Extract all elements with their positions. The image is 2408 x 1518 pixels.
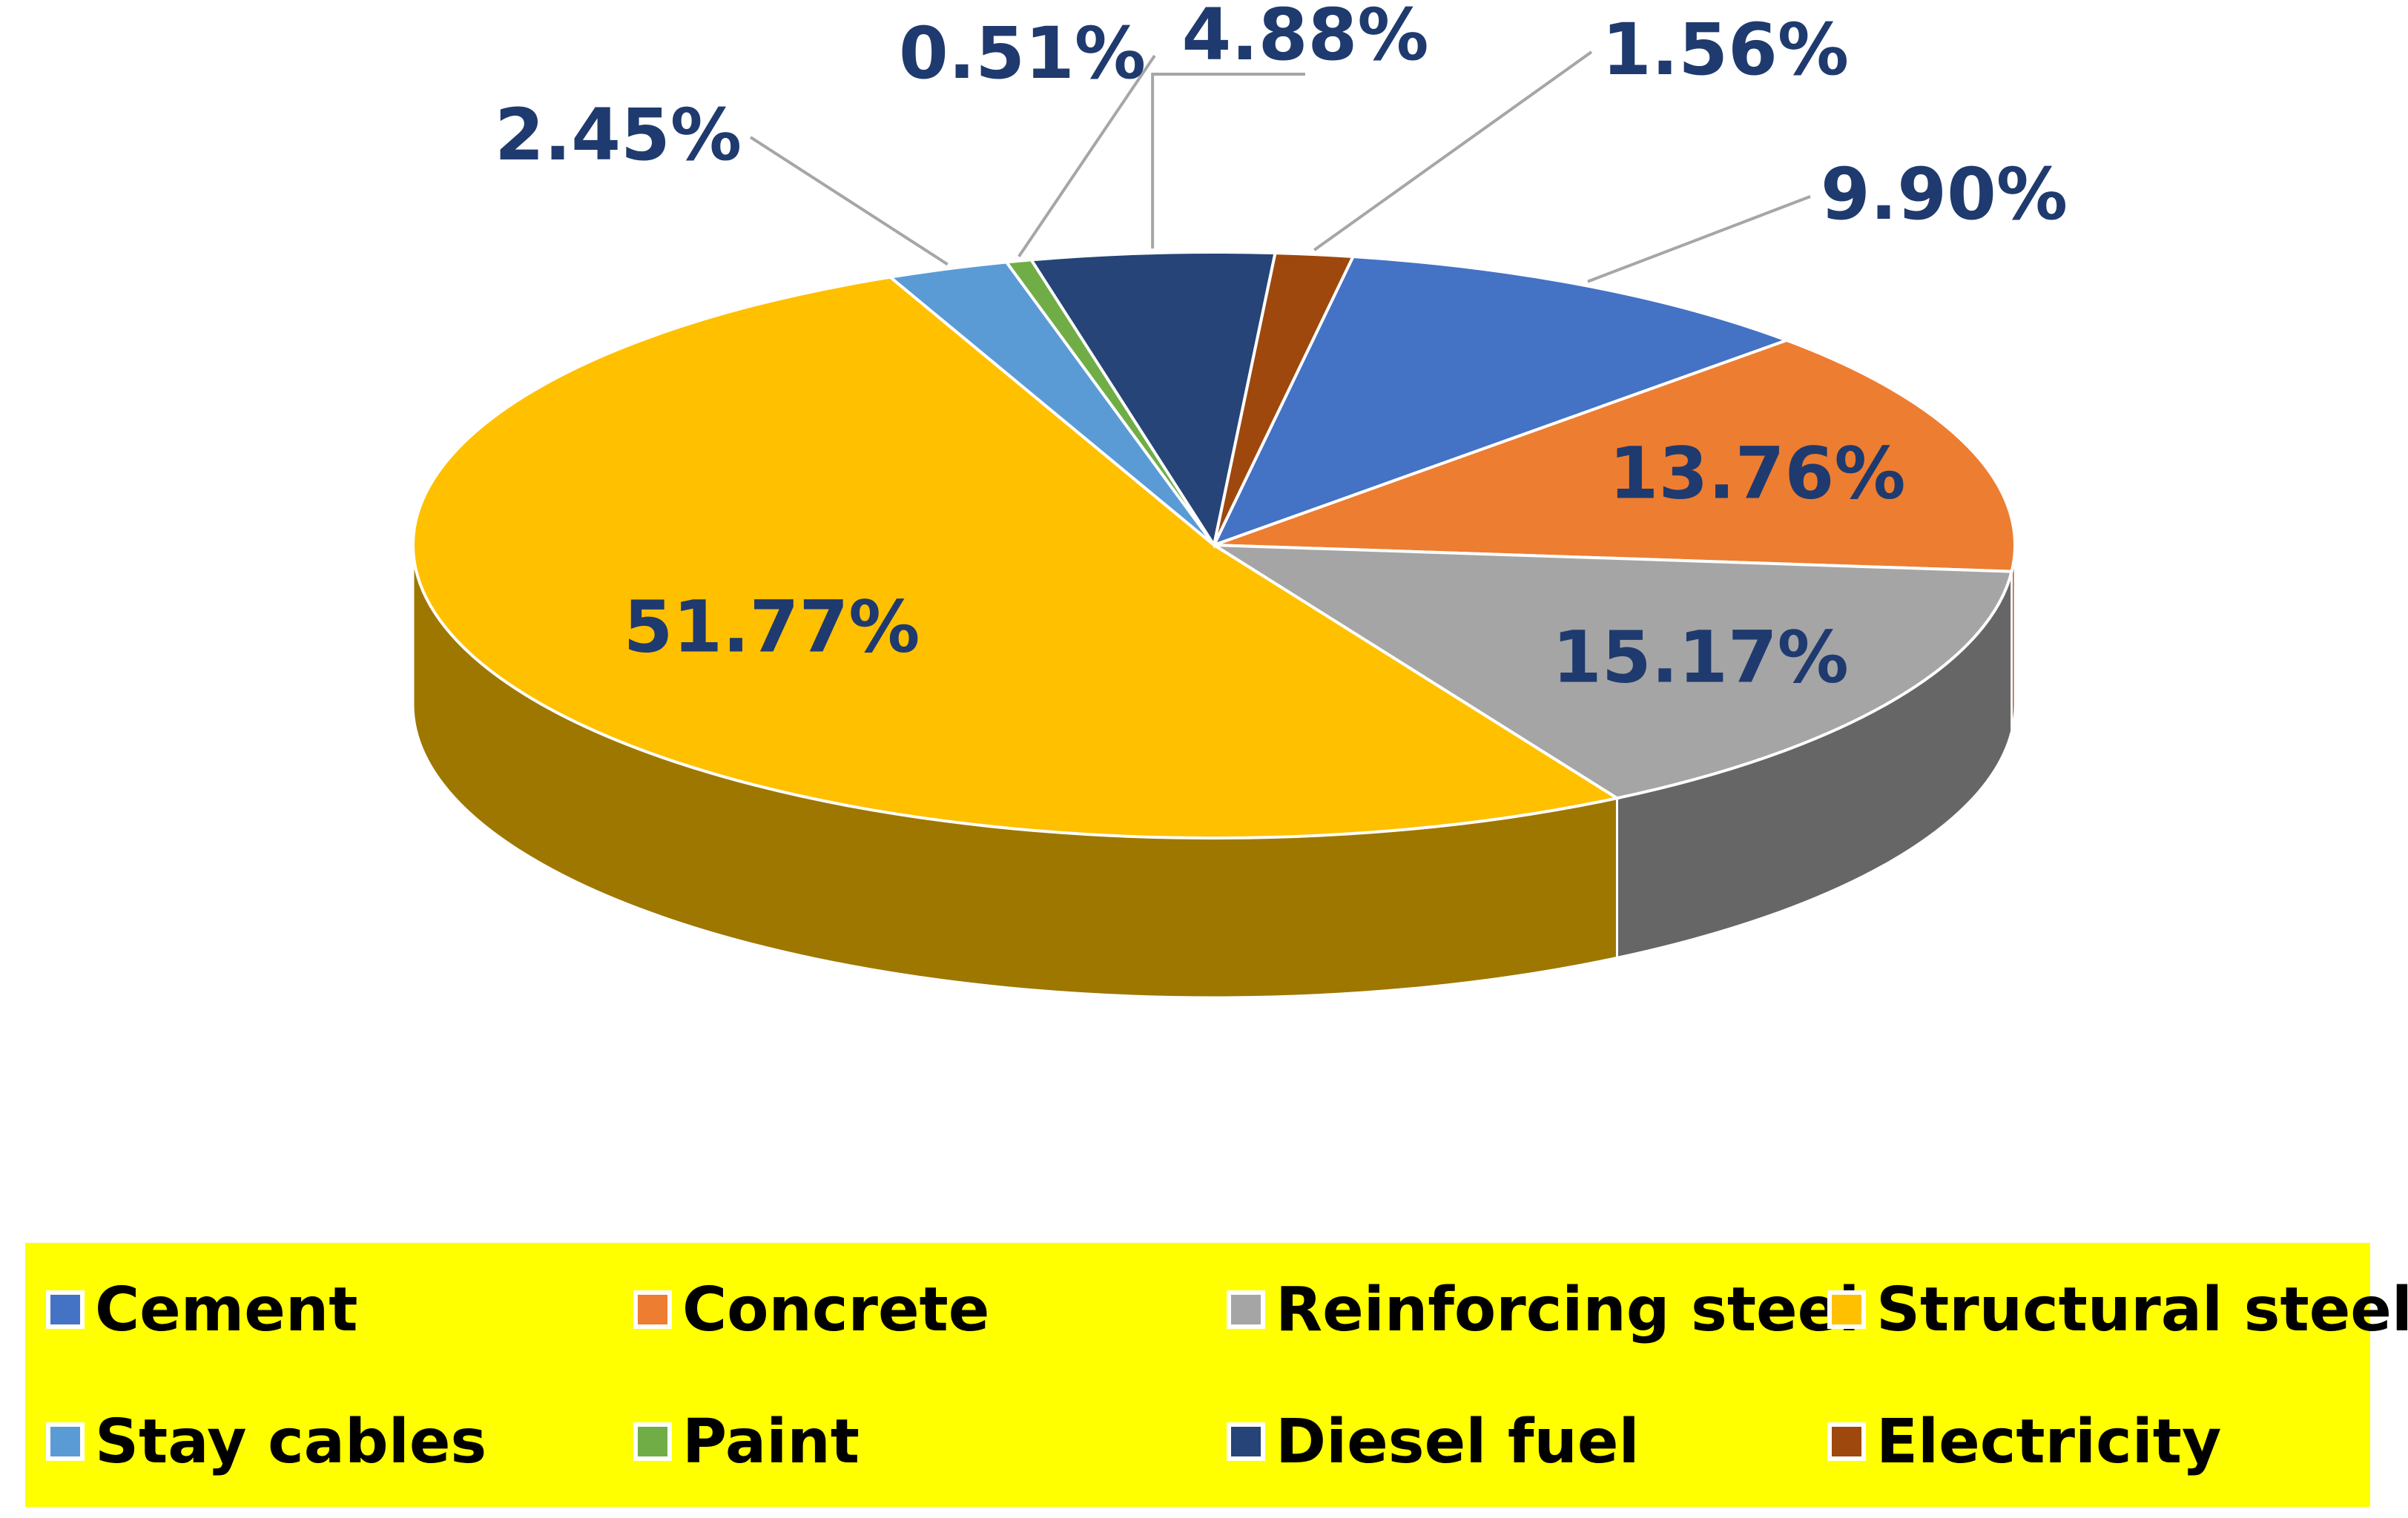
slice-cement	[1211, 254, 1791, 548]
legend-swatch	[1827, 1290, 1866, 1329]
legend-item-paint: Paint	[633, 1397, 860, 1486]
legend-item-stay-cables: Stay cables	[46, 1397, 486, 1486]
legend-swatch	[46, 1422, 85, 1461]
legend-item-reinforcing-steel: Reinforcing steel	[1227, 1265, 1859, 1354]
legend-item-electricity: Electricity	[1827, 1397, 2221, 1486]
legend-label: Paint	[682, 1406, 860, 1477]
slice-diesel-fuel	[1029, 251, 1278, 550]
legend-label: Diesel fuel	[1276, 1406, 1640, 1477]
data-label-paint: 0.51%	[899, 12, 1146, 95]
legend-item-diesel-fuel: Diesel fuel	[1227, 1397, 1640, 1486]
data-label-stay-cables: 2.45%	[495, 93, 742, 176]
leader-line-paint	[1017, 54, 1156, 258]
legend: Cement Concrete Reinforcing steel Structura…	[25, 1243, 2408, 1507]
leader-line-cement	[1587, 195, 1811, 283]
slice-concrete	[1213, 338, 2016, 573]
legend-swatch	[1227, 1422, 1265, 1461]
leader-line-stay-cables	[749, 136, 949, 266]
data-label-cement: 9.90%	[1821, 153, 2068, 236]
data-label-reinforcing-steel: 15.17%	[1552, 616, 1849, 699]
legend-label: Concrete	[682, 1274, 990, 1345]
legend-label: Electricity	[1876, 1406, 2222, 1477]
leader-lines	[749, 50, 1811, 283]
data-label-structural-steel: 51.77%	[624, 585, 920, 668]
legend-swatch	[633, 1290, 672, 1329]
slice-electricity	[1213, 251, 1356, 546]
data-label-electricity: 1.56%	[1602, 8, 1849, 91]
legend-item-structural-steel: Structural steel	[1827, 1265, 2408, 1354]
slice-reinforcing-steel	[1208, 543, 2014, 800]
legend-swatch	[1827, 1422, 1866, 1461]
pie-top	[412, 251, 2016, 839]
leader-line-electricity	[1313, 50, 1593, 251]
slice-structural-steel	[412, 275, 1621, 839]
legend-label: Structural steel	[1876, 1274, 2408, 1345]
data-labels: 9.90% 13.76% 15.17% 51.77% 2.45% 0.51% 4.88% 1.…	[495, 0, 2068, 699]
data-label-diesel-fuel: 4.88%	[1181, 0, 1428, 76]
pie-chart: 9.90% 13.76% 15.17% 51.77% 2.45% 0.51% 4.88% 1.…	[412, 0, 2068, 999]
legend-label: Reinforcing steel	[1276, 1274, 1860, 1345]
legend-swatch	[1227, 1290, 1265, 1329]
leader-line-diesel-fuel	[1151, 73, 1305, 249]
legend-label: Stay cables	[95, 1406, 487, 1477]
legend-swatch	[46, 1290, 85, 1329]
legend-item-cement: Cement	[46, 1265, 357, 1354]
legend-swatch	[633, 1422, 672, 1461]
legend-label: Cement	[95, 1274, 358, 1345]
legend-item-concrete: Concrete	[633, 1265, 989, 1354]
data-label-concrete: 13.76%	[1609, 432, 1906, 515]
